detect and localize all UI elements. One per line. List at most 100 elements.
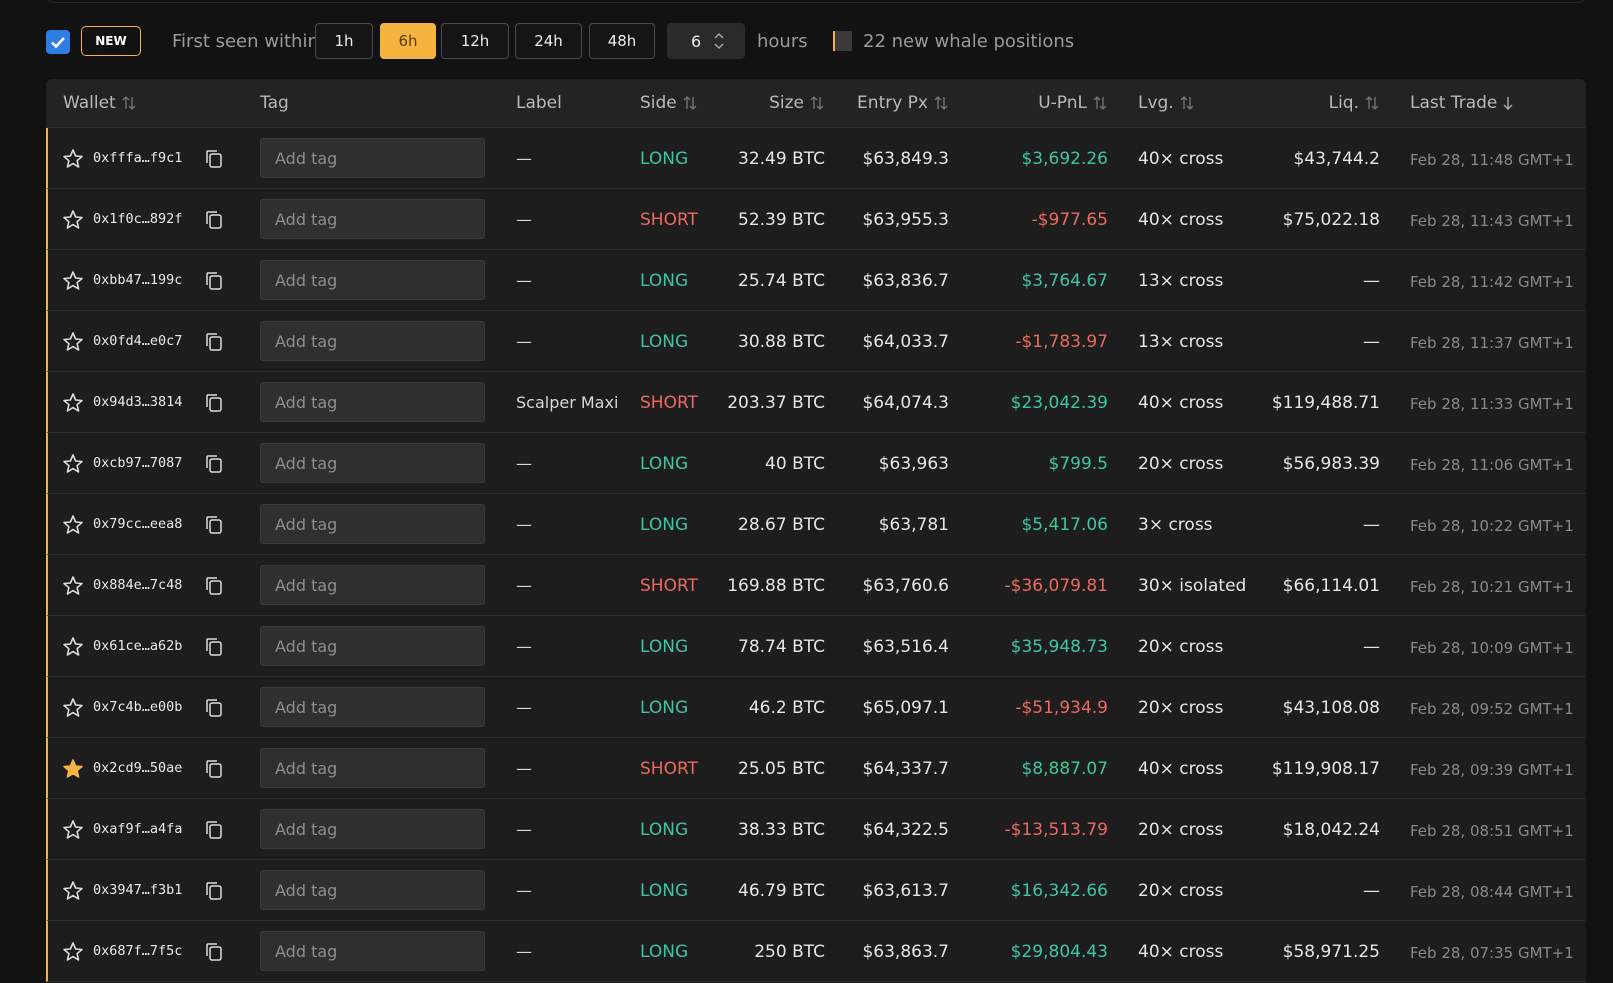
column-header[interactable]: Entry Px (857, 93, 949, 113)
tag-input[interactable]: Add tag (260, 687, 485, 727)
row[interactable] (46, 433, 1586, 494)
star-button[interactable] (62, 819, 84, 841)
star-button[interactable] (62, 148, 84, 170)
star-button[interactable] (62, 636, 84, 658)
sort-icon (1180, 96, 1194, 110)
sort-icon (1365, 96, 1379, 110)
wallet-address[interactable]: 0x7c4b…e00b (93, 698, 183, 715)
tag-input[interactable]: Add tag (260, 809, 485, 849)
new-badge[interactable]: NEW (81, 26, 141, 56)
wallet-address[interactable]: 0xfffa…f9c1 (93, 149, 183, 166)
column-header[interactable]: Lvg. (1138, 93, 1195, 113)
copy-button[interactable] (205, 515, 223, 535)
wallet-address[interactable]: 0x3947…f3b1 (93, 881, 183, 898)
star-icon (63, 209, 83, 229)
wallet-address[interactable]: 0x79cc…eea8 (93, 515, 183, 532)
column-header[interactable]: Side (640, 93, 698, 113)
star-button[interactable] (62, 697, 84, 719)
copy-icon (206, 698, 222, 717)
star-button[interactable] (62, 880, 84, 902)
row[interactable] (46, 128, 1586, 189)
copy-button[interactable] (205, 698, 223, 718)
row[interactable] (46, 372, 1586, 433)
wallet-address[interactable]: 0xcb97…7087 (93, 454, 183, 471)
range-button[interactable]: 1h (315, 23, 373, 59)
star-button[interactable] (62, 941, 84, 963)
wallet-address[interactable]: 0x61ce…a62b (93, 637, 183, 654)
copy-button[interactable] (205, 454, 223, 474)
column-header[interactable]: Last Trade (1410, 93, 1514, 113)
row[interactable] (46, 494, 1586, 555)
tag-input[interactable]: Add tag (260, 931, 485, 971)
column-header[interactable]: U-PnL (1038, 93, 1108, 113)
wallet-address[interactable]: 0x1f0c…892f (93, 210, 183, 227)
column-header[interactable]: Liq. (1329, 93, 1380, 113)
row[interactable] (46, 311, 1586, 372)
row[interactable] (46, 250, 1586, 311)
range-button[interactable]: 6h (380, 23, 436, 59)
tag-input[interactable]: Add tag (260, 504, 485, 544)
star-button[interactable] (62, 392, 84, 414)
column-label: Last Trade (1410, 93, 1498, 113)
copy-button[interactable] (205, 942, 223, 962)
wallet-address[interactable]: 0x884e…7c48 (93, 576, 183, 593)
star-button[interactable] (62, 575, 84, 597)
star-button[interactable] (62, 514, 84, 536)
copy-button[interactable] (205, 210, 223, 230)
range-button[interactable]: 24h (515, 23, 582, 59)
legend-swatch (833, 31, 852, 51)
copy-button[interactable] (205, 332, 223, 352)
tag-input[interactable]: Add tag (260, 748, 485, 788)
range-button[interactable]: 48h (589, 23, 655, 59)
tag-input[interactable]: Add tag (260, 565, 485, 605)
copy-button[interactable] (205, 637, 223, 657)
tag-input[interactable]: Add tag (260, 870, 485, 910)
unrealized-pnl: -$13,513.79 (1004, 819, 1108, 840)
star-icon (63, 514, 83, 534)
copy-button[interactable] (205, 820, 223, 840)
row[interactable] (46, 738, 1586, 799)
star-button[interactable] (62, 270, 84, 292)
star-button[interactable] (62, 758, 84, 780)
star-button[interactable] (62, 331, 84, 353)
wallet-address[interactable]: 0x0fd4…e0c7 (93, 332, 183, 349)
range-button[interactable]: 12h (441, 23, 509, 59)
copy-button[interactable] (205, 759, 223, 779)
tag-input[interactable]: Add tag (260, 382, 485, 422)
star-icon (63, 758, 83, 778)
wallet-address[interactable]: 0x687f…7f5c (93, 942, 183, 959)
hours-input[interactable]: 6 (667, 23, 745, 59)
row[interactable] (46, 860, 1586, 921)
tag-input[interactable]: Add tag (260, 260, 485, 300)
row[interactable] (46, 555, 1586, 616)
row[interactable] (46, 677, 1586, 738)
wallet-address[interactable]: 0xaf9f…a4fa (93, 820, 183, 837)
wallet-address[interactable]: 0x94d3…3814 (93, 393, 183, 410)
unrealized-pnl: -$1,783.97 (1015, 331, 1108, 352)
copy-button[interactable] (205, 271, 223, 291)
tag-input[interactable]: Add tag (260, 138, 485, 178)
column-header[interactable]: Wallet (63, 93, 137, 113)
tag-input[interactable]: Add tag (260, 626, 485, 666)
row[interactable] (46, 616, 1586, 677)
tag-input[interactable]: Add tag (260, 321, 485, 361)
column-header[interactable]: Size (769, 93, 825, 113)
row[interactable] (46, 921, 1586, 982)
column-header: Tag (260, 93, 289, 113)
tag-input[interactable]: Add tag (260, 199, 485, 239)
column-label: Size (769, 93, 804, 113)
copy-button[interactable] (205, 576, 223, 596)
new-only-checkbox[interactable] (46, 30, 70, 54)
wallet-address[interactable]: 0xbb47…199c (93, 271, 183, 288)
wallet-address[interactable]: 0x2cd9…50ae (93, 759, 183, 776)
liquidation-price: $56,983.39 (1282, 453, 1380, 474)
copy-button[interactable] (205, 393, 223, 413)
copy-button[interactable] (205, 881, 223, 901)
row[interactable] (46, 189, 1586, 250)
tag-input[interactable]: Add tag (260, 443, 485, 483)
star-button[interactable] (62, 209, 84, 231)
spinner-icon (714, 33, 724, 49)
copy-button[interactable] (205, 149, 223, 169)
star-button[interactable] (62, 453, 84, 475)
row[interactable] (46, 799, 1586, 860)
